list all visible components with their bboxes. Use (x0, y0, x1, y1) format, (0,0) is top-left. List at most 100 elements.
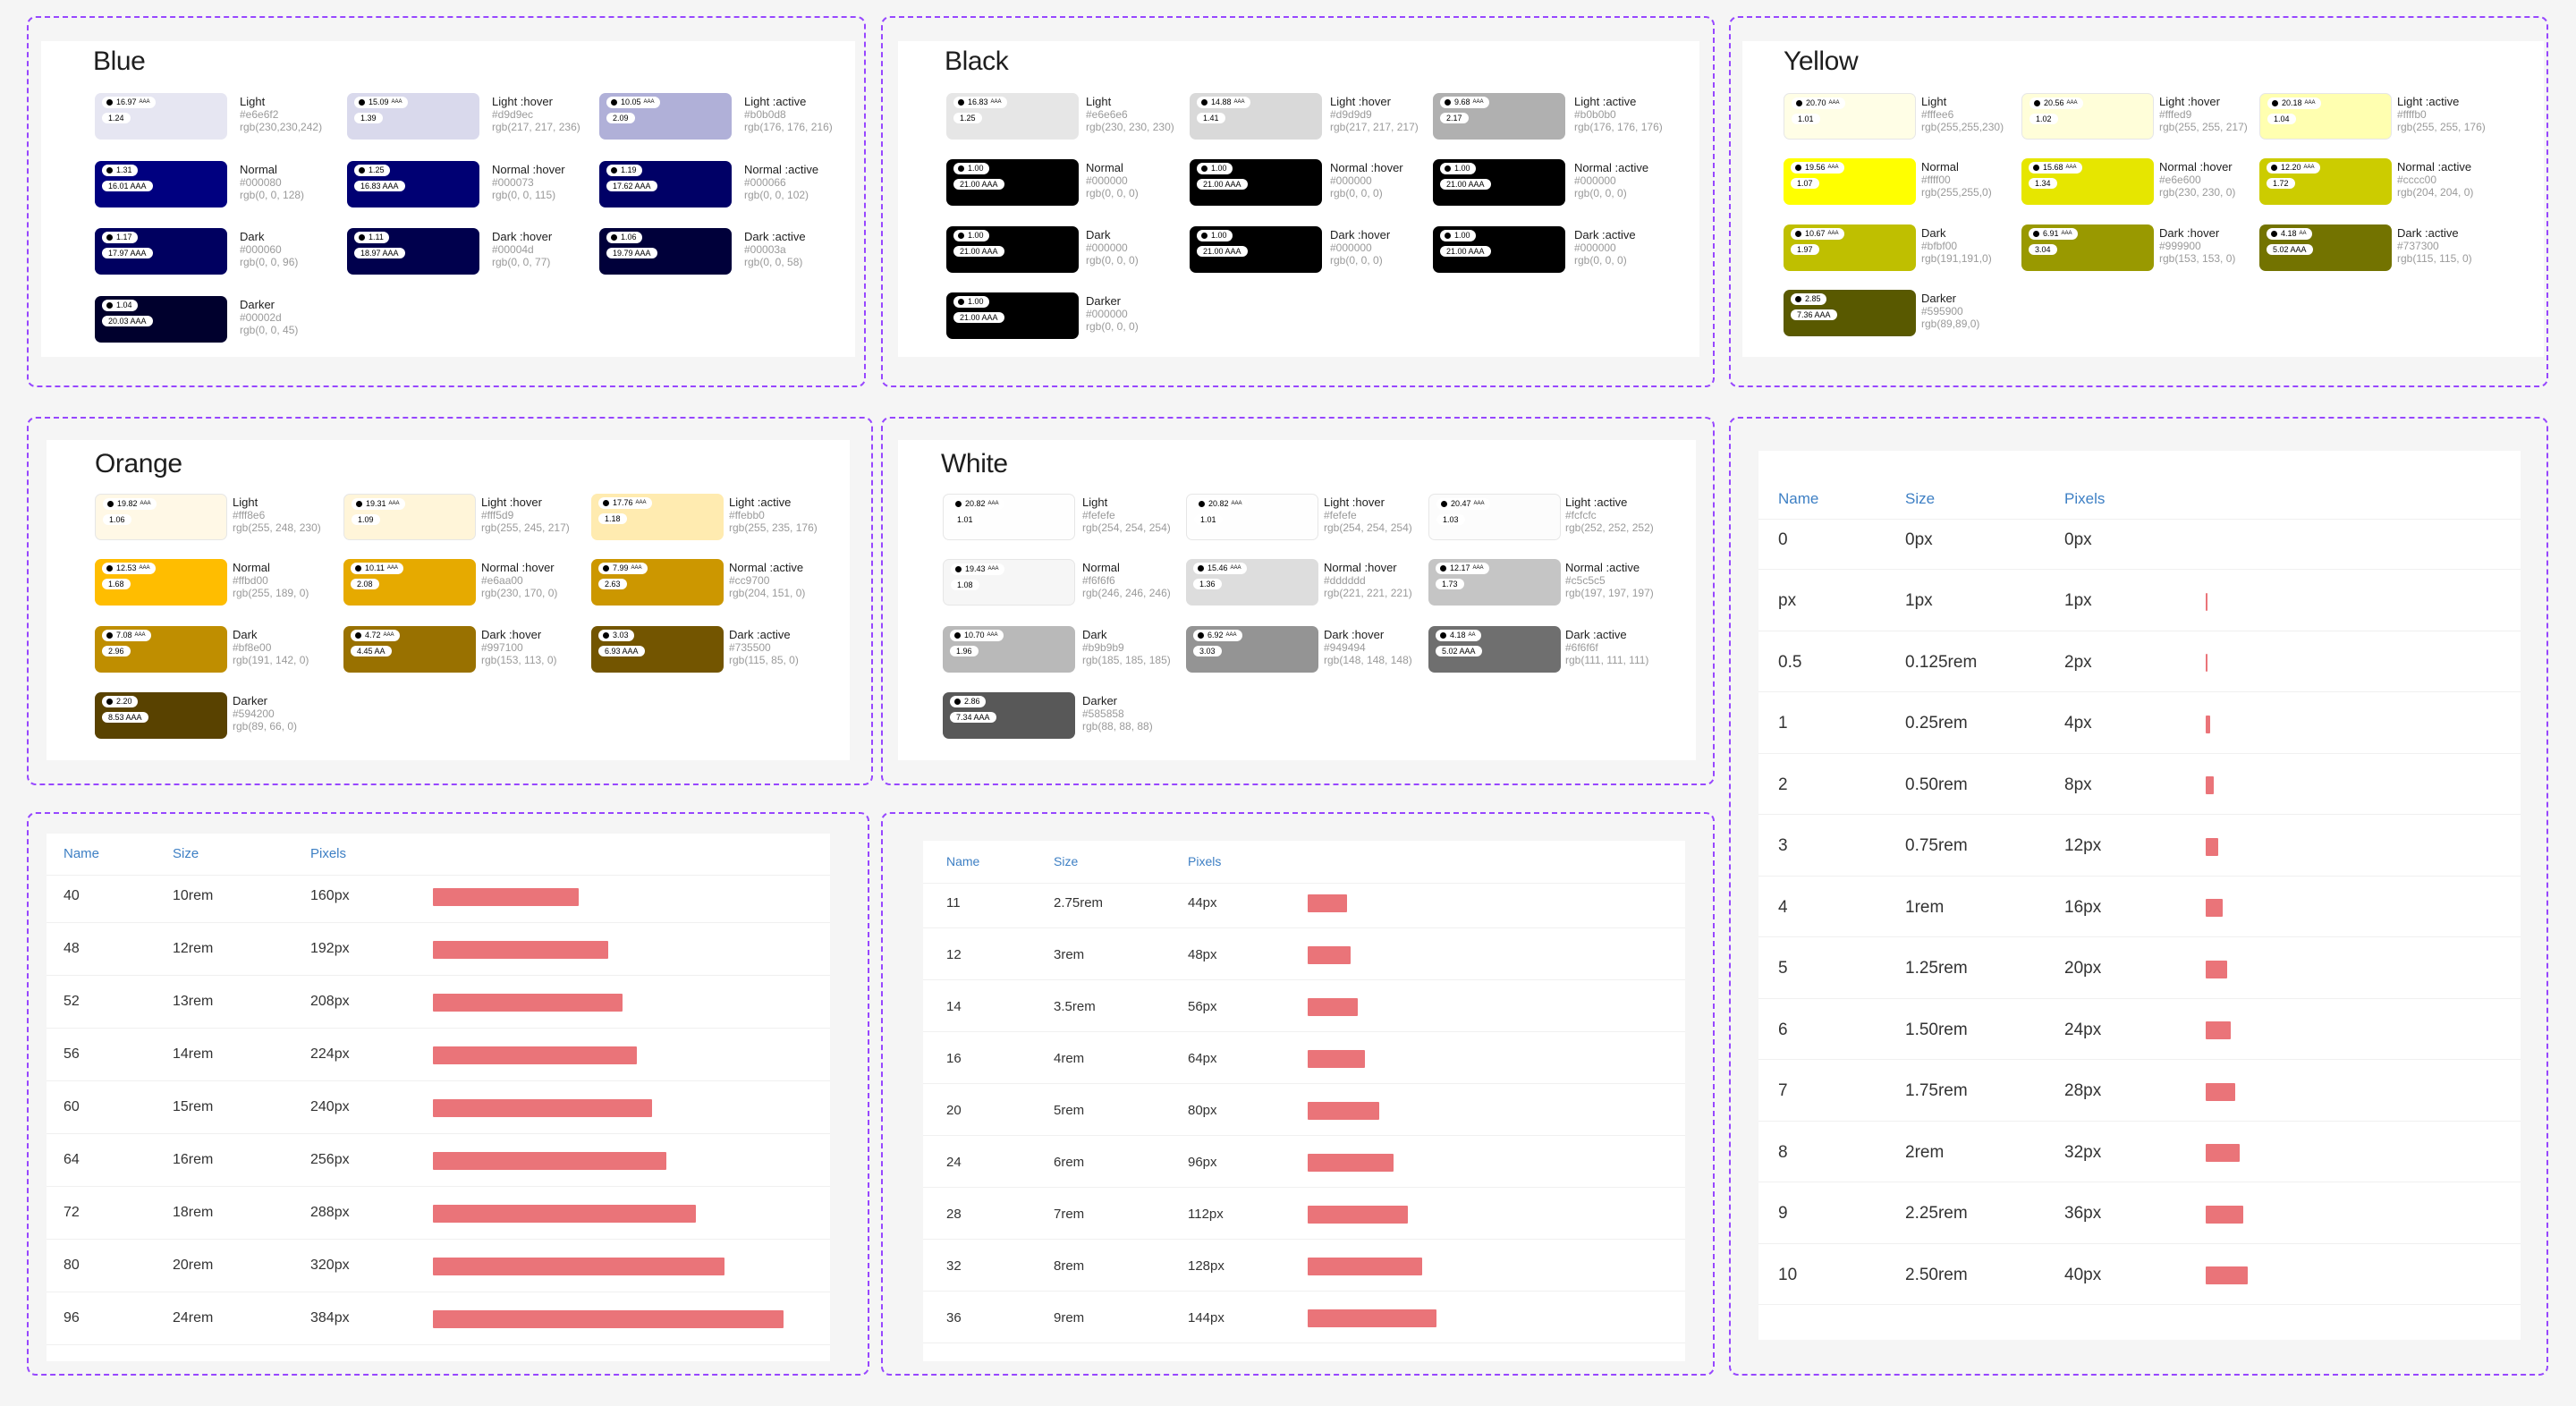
color-swatch[interactable]: 10.70 AAA 1.96 (943, 626, 1075, 673)
contrast-ratio: 1.17 (116, 233, 132, 241)
color-swatch[interactable]: 1.00 21.00 AAA (946, 226, 1079, 273)
swatch-rgb: rgb(0, 0, 0) (1574, 254, 1627, 267)
swatch-info: Normal :active #c5c5c5 rgb(197, 197, 197) (1565, 561, 1687, 599)
color-swatch[interactable]: 1.00 21.00 AAA (1190, 159, 1322, 206)
swatch-rgb: rgb(191, 142, 0) (233, 654, 309, 666)
color-swatch[interactable]: 7.99 AAA 2.63 (591, 559, 724, 606)
contrast-chip-text: 17.76 AAA (598, 497, 652, 509)
color-swatch[interactable]: 19.56 AAA 1.07 (1784, 158, 1916, 205)
contrast-dot-icon (355, 632, 361, 639)
swatch-name: Dark :hover (492, 230, 553, 243)
color-swatch[interactable]: 4.72 AAA 4.45 AA (343, 626, 476, 673)
swatch-hex: #00003a (744, 243, 786, 256)
swatch-info: Light #fffee6 rgb(255,255,230) (1921, 95, 2043, 133)
color-swatch[interactable]: 1.00 21.00 AAA (1433, 226, 1565, 273)
contrast-ratio: 20.82 (1208, 499, 1229, 508)
swatch-rgb: rgb(153, 153, 0) (2159, 252, 2236, 265)
color-swatch[interactable]: 1.06 19.79 AAA (599, 228, 732, 275)
column-header-size[interactable]: Size (1905, 490, 1936, 507)
color-swatch[interactable]: 20.82 AAA 1.01 (943, 494, 1075, 540)
color-swatch[interactable]: 6.92 AAA 3.03 (1186, 626, 1318, 673)
swatch-hex: #fffed9 (2159, 108, 2192, 121)
color-swatch[interactable]: 1.04 20.03 AAA (95, 296, 227, 343)
color-swatch[interactable]: 20.82 AAA 1.01 (1186, 494, 1318, 540)
contrast-chip-text: 1.00 (1440, 230, 1476, 241)
column-header-pixels[interactable]: Pixels (2064, 490, 2106, 507)
contrast-chip-bg: 5.02 AAA (2267, 244, 2313, 255)
color-swatch[interactable]: 12.53 AAA 1.68 (95, 559, 227, 606)
color-swatch[interactable]: 9.68 AAA 2.17 (1433, 93, 1565, 140)
spacing-bar (433, 1205, 696, 1223)
color-swatch[interactable]: 2.86 7.34 AAA (943, 692, 1075, 739)
color-swatch[interactable]: 1.00 21.00 AAA (946, 159, 1079, 206)
color-swatch[interactable]: 1.11 18.97 AAA (347, 228, 479, 275)
color-swatch[interactable]: 1.00 21.00 AAA (1190, 226, 1322, 273)
swatch-hex: #595900 (1921, 305, 1963, 318)
color-swatch[interactable]: 10.67 AAA 1.97 (1784, 224, 1916, 271)
color-swatch[interactable]: 17.76 AAA 1.18 (591, 494, 724, 540)
color-swatch[interactable]: 2.20 8.53 AAA (95, 692, 227, 739)
column-header-name[interactable]: Name (64, 846, 100, 861)
color-swatch[interactable]: 14.88 AAA 1.41 (1190, 93, 1322, 140)
column-header-name[interactable]: Name (946, 854, 980, 868)
column-header-size[interactable]: Size (1054, 854, 1079, 868)
swatch-hex: #cc9700 (729, 574, 770, 587)
column-header-size[interactable]: Size (173, 846, 199, 861)
color-swatch[interactable]: 1.31 16.01 AAA (95, 161, 227, 208)
color-swatch[interactable]: 15.09 AAA 1.39 (347, 93, 479, 140)
spacing-size: 7rem (1054, 1206, 1085, 1222)
color-swatch[interactable]: 16.83 AAA 1.25 (946, 93, 1079, 140)
color-swatch[interactable]: 15.68 AAA 1.34 (2021, 158, 2154, 205)
contrast-chip-text: 2.20 (102, 696, 138, 707)
contrast-ratio: 20.56 (2044, 98, 2064, 107)
column-header-pixels[interactable]: Pixels (1188, 854, 1222, 868)
wcag-level: AAA (1828, 100, 1840, 106)
color-swatch[interactable]: 16.97 AAA 1.24 (95, 93, 227, 140)
spacing-bar (1308, 894, 1347, 912)
color-swatch[interactable]: 3.03 6.93 AAA (591, 626, 724, 673)
color-swatch[interactable]: 15.46 AAA 1.36 (1186, 559, 1318, 606)
contrast-dot-icon (106, 234, 113, 241)
swatch-rgb: rgb(0, 0, 0) (1086, 254, 1139, 267)
swatch-name: Normal :active (1574, 161, 1649, 174)
color-swatch[interactable]: 12.20 AAA 1.72 (2259, 158, 2392, 205)
swatch-info: Normal :hover #000073 rgb(0, 0, 115) (492, 163, 614, 201)
color-swatch[interactable]: 20.56 AAA 1.02 (2021, 93, 2154, 140)
column-header-name[interactable]: Name (1778, 490, 1819, 507)
contrast-chip-bg: 2.09 (606, 113, 635, 123)
color-swatch[interactable]: 20.47 AAA 1.03 (1428, 494, 1561, 540)
color-swatch[interactable]: 1.25 16.83 AAA (347, 161, 479, 208)
contrast-dot-icon (106, 167, 113, 174)
color-swatch[interactable]: 1.00 21.00 AAA (1433, 159, 1565, 206)
wcag-level: AAA (2065, 165, 2077, 170)
color-swatch[interactable]: 7.08 AAA 2.96 (95, 626, 227, 673)
contrast-chip-bg: 1.01 (1194, 514, 1223, 525)
color-swatch[interactable]: 20.70 AAA 1.01 (1784, 93, 1916, 140)
color-swatch[interactable]: 6.91 AAA 3.04 (2021, 224, 2154, 271)
color-swatch[interactable]: 19.82 AAA 1.06 (95, 494, 227, 540)
swatch-info: Light :active #b0b0b0 rgb(176, 176, 176) (1574, 95, 1696, 133)
color-swatch[interactable]: 2.85 7.36 AAA (1784, 290, 1916, 336)
color-swatch[interactable]: 20.18 AAA 1.04 (2259, 93, 2392, 140)
color-swatch[interactable]: 12.17 AAA 1.73 (1428, 559, 1561, 606)
color-swatch[interactable]: 4.18 AA 5.02 AAA (2259, 224, 2392, 271)
column-header-pixels[interactable]: Pixels (310, 846, 347, 861)
contrast-chip-text: 7.08 AAA (102, 630, 151, 641)
color-swatch[interactable]: 1.19 17.62 AAA (599, 161, 732, 208)
contrast-dot-icon (356, 501, 362, 507)
spacing-pixels: 24px (2064, 1020, 2102, 1039)
wcag-level: AAA (2066, 100, 2078, 106)
color-swatch[interactable]: 19.31 AAA 1.09 (343, 494, 476, 540)
contrast-chip-bg: 1.34 (2029, 178, 2057, 189)
spacing-pixels: 1px (2064, 591, 2092, 610)
color-swatch[interactable]: 19.43 AAA 1.08 (943, 559, 1075, 606)
color-swatch[interactable]: 1.17 17.97 AAA (95, 228, 227, 275)
color-swatch[interactable]: 10.05 AAA 2.09 (599, 93, 732, 140)
color-swatch[interactable]: 4.18 AA 5.02 AAA (1428, 626, 1561, 673)
swatch-hex: #ffffb0 (2397, 108, 2427, 121)
swatch-hex: #000060 (240, 243, 282, 256)
color-swatch[interactable]: 10.11 AAA 2.08 (343, 559, 476, 606)
color-swatch[interactable]: 1.00 21.00 AAA (946, 292, 1079, 339)
contrast-dot-icon (2033, 165, 2039, 171)
